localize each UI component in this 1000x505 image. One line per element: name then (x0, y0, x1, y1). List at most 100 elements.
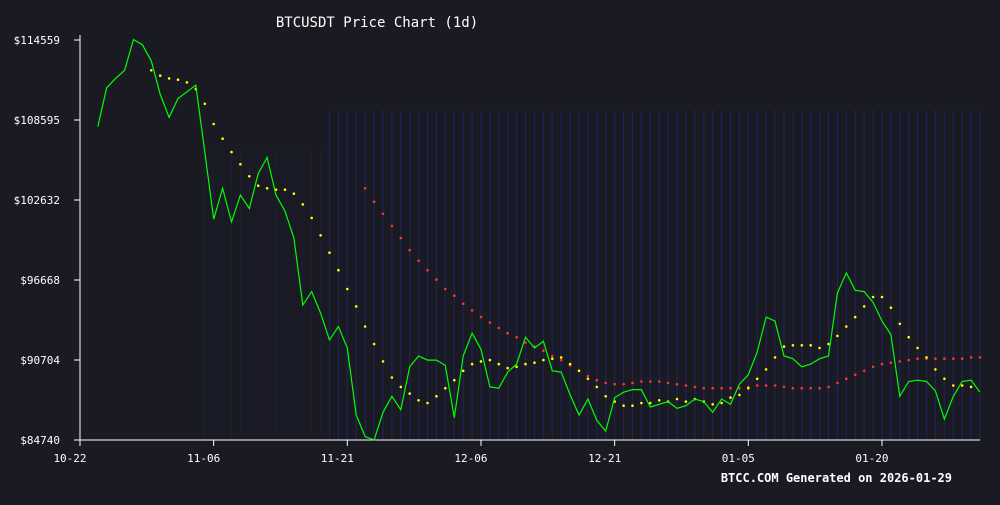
ma-long-point (622, 382, 625, 386)
ma-long-point (943, 357, 946, 361)
ma-long-point (586, 374, 590, 378)
ma-long-point (399, 236, 403, 240)
ma-long-point (711, 386, 714, 390)
ma-long-point (595, 378, 599, 382)
ma-short-point (408, 392, 412, 395)
ma-long-point (809, 386, 812, 390)
ma-short-point (176, 78, 180, 81)
x-tick-label: 12-06 (454, 452, 487, 465)
ma-short-point (479, 360, 483, 363)
ma-short-point (640, 401, 643, 405)
ma-short-point (818, 346, 821, 350)
ma-long-point (515, 335, 518, 339)
ma-short-point (337, 268, 340, 272)
ma-long-point (969, 356, 973, 359)
ma-short-point (497, 362, 501, 366)
ma-long-point (693, 385, 697, 389)
ma-short-point (265, 187, 269, 190)
ma-long-point (408, 248, 412, 252)
ma-short-point (809, 344, 812, 347)
ma-short-point (934, 368, 937, 371)
ma-short-point (453, 378, 456, 382)
ma-long-point (684, 384, 688, 387)
ma-long-point (791, 386, 795, 390)
ma-short-point (827, 342, 830, 346)
ma-short-point (631, 404, 634, 408)
ma-long-point (488, 321, 492, 324)
ma-long-point (613, 382, 616, 386)
ma-short-point (773, 356, 777, 359)
ma-long-point (435, 278, 438, 281)
ma-short-point (256, 184, 260, 187)
ma-short-point (346, 287, 349, 291)
ma-short-point (649, 401, 652, 405)
ma-long-point (675, 382, 679, 386)
ma-long-point (960, 357, 964, 361)
ma-short-point (800, 344, 804, 347)
chart-title: BTCUSDT Price Chart (1d) (276, 15, 478, 31)
ma-long-point (738, 386, 741, 390)
ma-long-point (755, 384, 759, 387)
ma-long-point (640, 380, 643, 383)
ma-short-point (301, 203, 305, 206)
ma-short-point (524, 362, 527, 366)
ma-short-point (880, 295, 884, 299)
ma-short-point (925, 356, 928, 359)
ma-short-point (167, 77, 171, 80)
ma-short-point (461, 369, 465, 373)
price-series (97, 38, 981, 441)
ma-long-point (470, 309, 474, 312)
ma-short-point (862, 305, 866, 308)
ma-short-point (230, 150, 233, 154)
ma-long-point (934, 357, 937, 361)
ma-short-point (952, 384, 955, 387)
x-tick-label: 01-05 (722, 452, 755, 465)
ma-long-point (417, 259, 420, 263)
ma-short-point (372, 342, 376, 346)
ma-short-point (542, 358, 545, 362)
ma-long-point (818, 386, 821, 390)
ma-short-point (916, 346, 919, 350)
ma-long-point (363, 187, 367, 190)
ma-short-point (203, 102, 207, 106)
ma-long-point (773, 384, 777, 387)
x-tick-label: 10-22 (53, 452, 86, 465)
ma-short-point (845, 325, 848, 328)
ma-short-point (390, 376, 394, 379)
ma-long-point (542, 349, 545, 353)
ma-short-point (791, 344, 795, 347)
y-tick-label: $102632 (14, 194, 60, 207)
ma-long-point (426, 268, 429, 272)
ma-short-point (150, 69, 153, 72)
ma-short-point (506, 366, 510, 370)
ma-long-point (444, 287, 447, 291)
ma-short-point (488, 358, 492, 362)
ma-long-point (862, 369, 866, 373)
ma-short-point (675, 397, 679, 401)
ma-short-point (960, 384, 964, 387)
ma-long-point (898, 360, 902, 363)
price-line (97, 38, 981, 441)
ma-short-point (853, 315, 857, 319)
ma-short-point (221, 137, 224, 140)
ma-long-point (497, 326, 501, 330)
ma-short-point (898, 322, 902, 326)
ma-long-point (880, 362, 884, 366)
y-tick-label: $90704 (20, 354, 60, 367)
y-tick-label: $108595 (14, 114, 60, 127)
ma-short-point (586, 377, 590, 381)
ma-long-point (845, 377, 848, 381)
ma-short-point (319, 234, 322, 237)
ma-long-point (666, 381, 670, 385)
ma-short-point (604, 395, 607, 398)
ma-short-point (533, 361, 536, 365)
ma-long-point (461, 302, 465, 306)
ma-short-point (622, 404, 625, 408)
ma-long-point (871, 365, 875, 369)
ma-long-point (524, 341, 527, 344)
ma-short-point (764, 368, 768, 371)
ma-long-point (702, 386, 706, 390)
ma-short-point (729, 396, 732, 399)
ma-long-point (559, 358, 563, 362)
